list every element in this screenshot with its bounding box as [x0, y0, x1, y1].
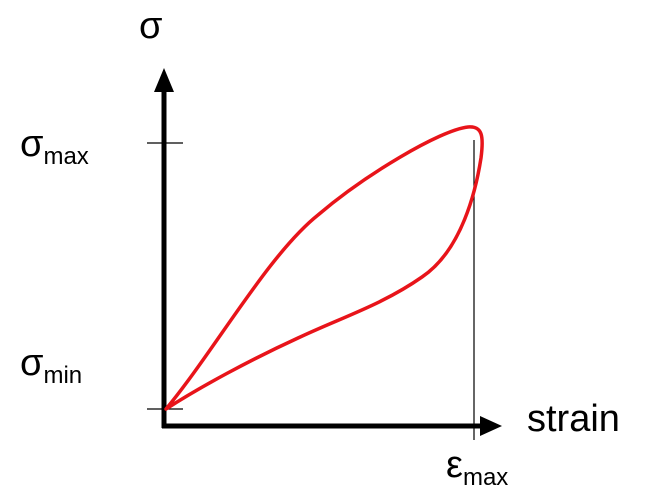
- x-axis-label: strain: [527, 398, 620, 440]
- sigma-min-subscript: min: [43, 362, 82, 389]
- y-axis-label: σ: [139, 5, 162, 47]
- sigma-max-subscript: max: [43, 143, 88, 170]
- sigma-min-symbol: σ: [20, 342, 43, 384]
- sigma-max-symbol: σ: [20, 123, 43, 165]
- epsilon-max-symbol: ε: [446, 444, 463, 486]
- x-axis-arrowhead: [480, 416, 502, 436]
- y-axis-arrowhead: [154, 68, 174, 92]
- sigma-min-label: σmin: [20, 342, 82, 389]
- hysteresis-loop: [164, 125, 484, 411]
- epsilon-max-label: εmax: [446, 444, 508, 491]
- sigma-max-label: σmax: [20, 123, 89, 170]
- epsilon-max-subscript: max: [463, 464, 508, 491]
